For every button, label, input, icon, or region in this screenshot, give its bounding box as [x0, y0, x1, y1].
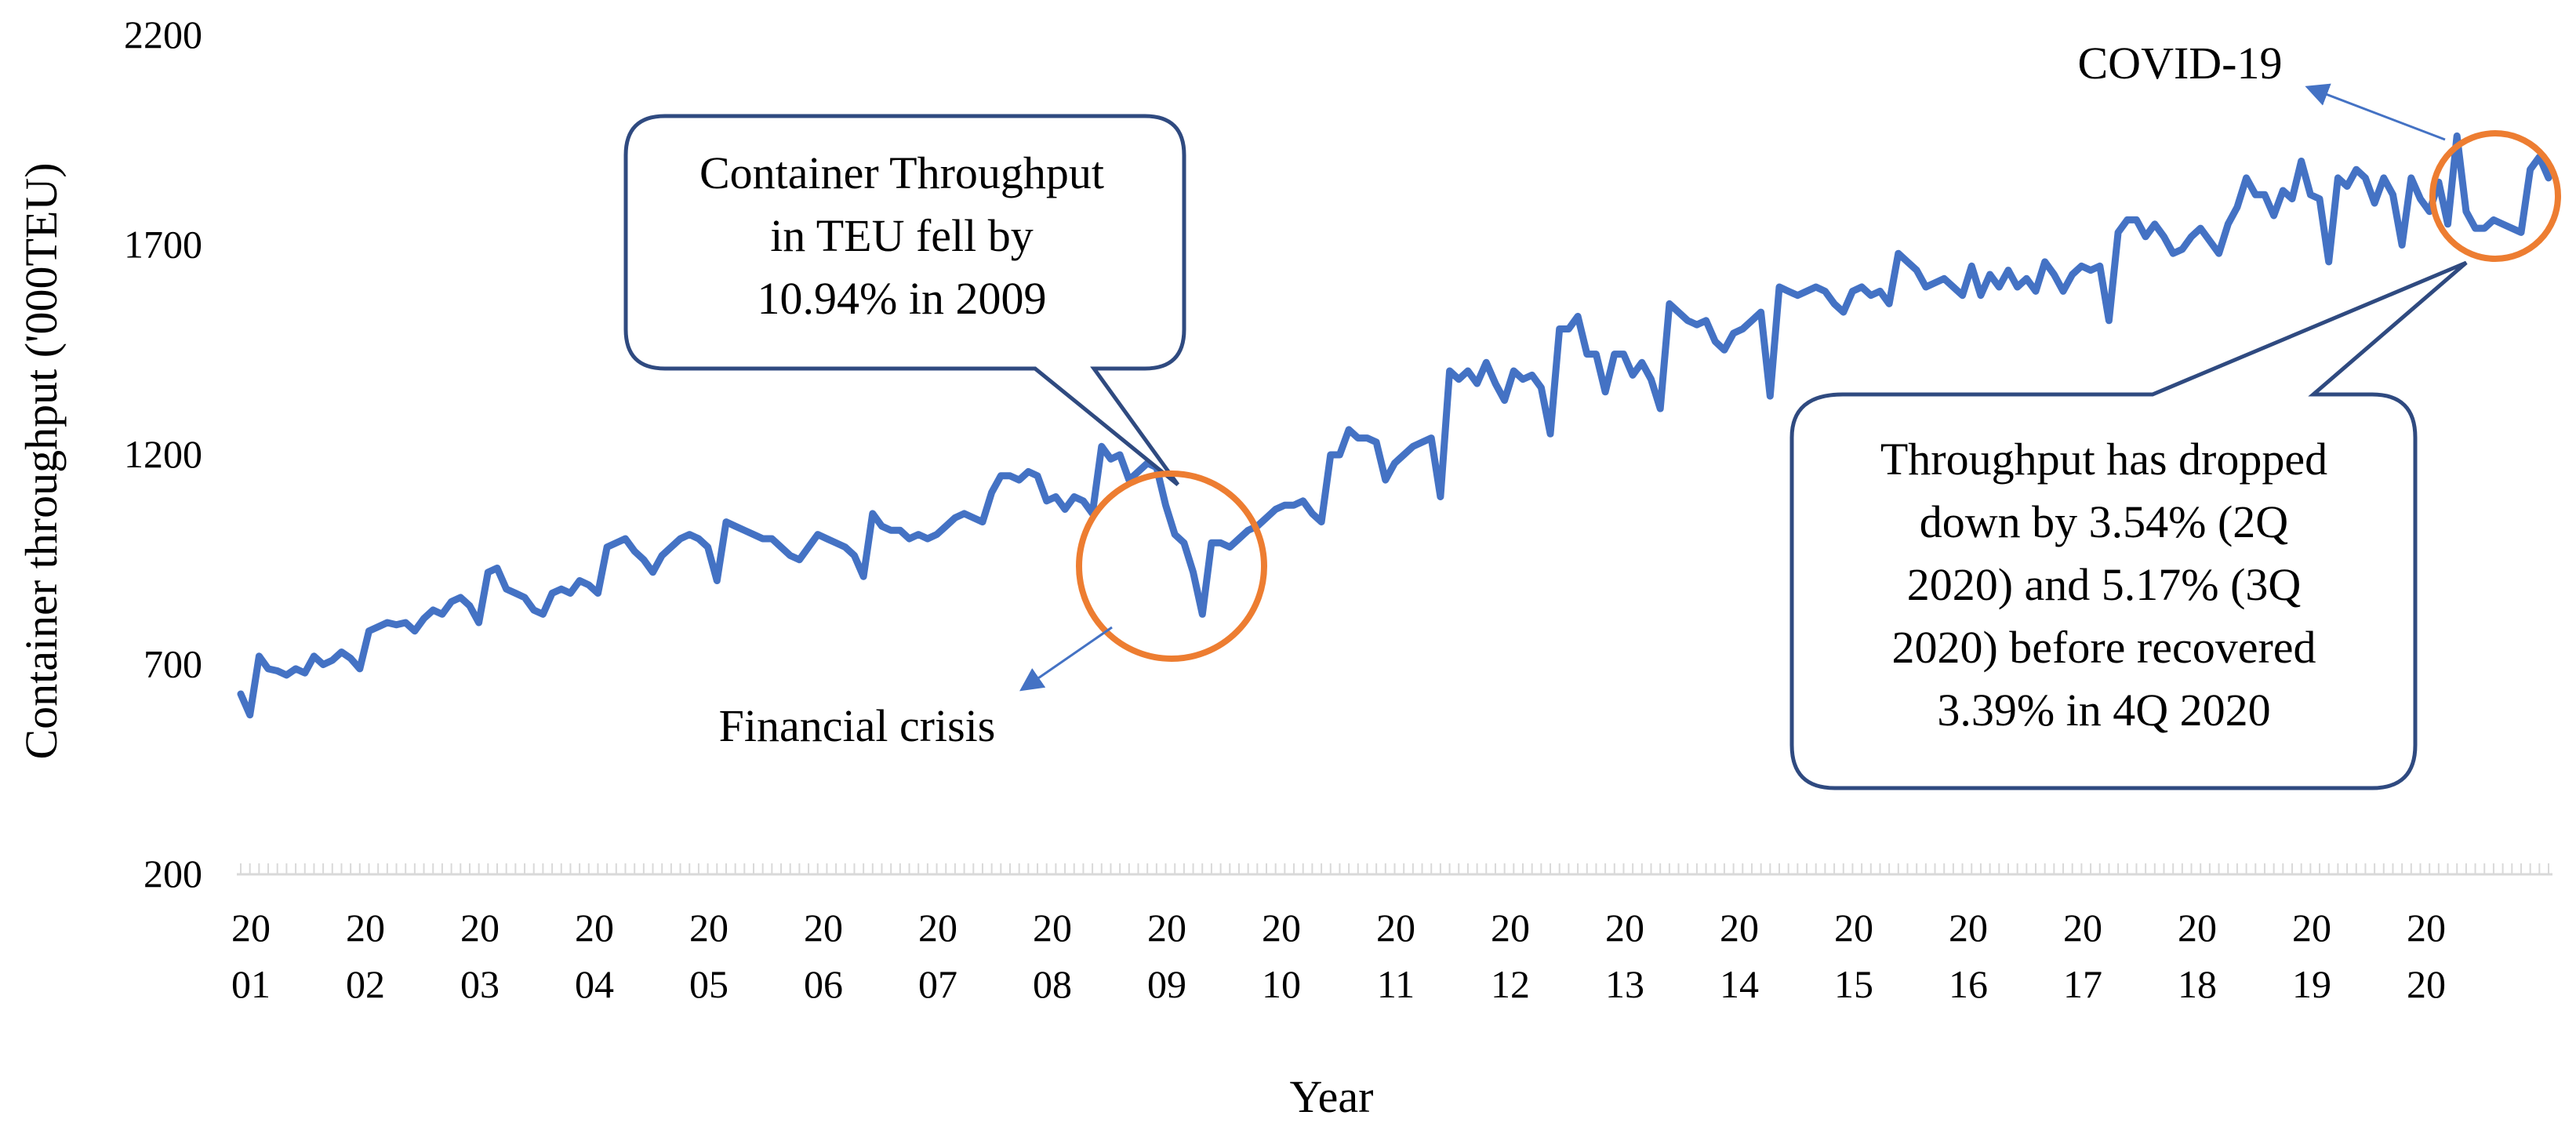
- x-tick-label: 16: [1949, 962, 1988, 1006]
- x-tick-label: 09: [1147, 962, 1186, 1006]
- x-tick-label: 10: [1262, 962, 1301, 1006]
- y-tick-label: 1700: [124, 223, 202, 267]
- x-tick-label: 07: [918, 962, 957, 1006]
- x-tick-label: 20: [1033, 906, 1072, 950]
- financial-crisis-callout-line-3: 10.94% in 2009: [758, 273, 1047, 324]
- x-tick-label: 20: [1491, 906, 1530, 950]
- y-tick-label: 200: [144, 852, 202, 896]
- x-tick-label: 20: [2407, 962, 2446, 1006]
- throughput-series-line: [237, 132, 2552, 719]
- covid-19-arrow: [2305, 83, 2446, 141]
- x-tick-label: 20: [1834, 906, 1873, 950]
- x-tick-label: 19: [2292, 962, 2331, 1006]
- x-tick-label: 20: [1949, 906, 1988, 950]
- covid-19-callout-line-3: 2020) and 5.17% (3Q: [1907, 559, 2302, 610]
- x-tick-label: 17: [2063, 962, 2102, 1006]
- x-tick-label: 15: [1834, 962, 1873, 1006]
- x-tick-label: 20: [1147, 906, 1186, 950]
- financial-crisis-callout-line-2: in TEU fell by: [770, 210, 1034, 261]
- y-tick-label: 1200: [124, 432, 202, 476]
- financial-crisis-label: Financial crisis: [719, 700, 996, 751]
- x-tick-label: 20: [689, 906, 728, 950]
- x-axis-title: Year: [1290, 1071, 1374, 1122]
- x-tick-label: 04: [575, 962, 614, 1006]
- financial-crisis-annotation: Container Throughput in TEU fell by 10.9…: [623, 114, 1267, 751]
- x-tick-label: 20: [1605, 906, 1644, 950]
- x-tick-label: 01: [231, 962, 271, 1006]
- covid-19-label: COVID-19: [2078, 38, 2283, 89]
- x-tick-label: 18: [2178, 962, 2217, 1006]
- x-tick-label: 20: [460, 906, 500, 950]
- x-tick-label: 20: [346, 906, 385, 950]
- series-layer: [237, 132, 2552, 719]
- x-tick-label: 02: [346, 962, 385, 1006]
- x-tick-label: 20: [2407, 906, 2446, 950]
- y-axis-ticks: 200 700 1200 1700 2200: [124, 13, 202, 896]
- x-tick-label: 20: [1720, 906, 1759, 950]
- x-tick-label: 20: [1376, 906, 1415, 950]
- x-tick-label: 12: [1491, 962, 1530, 1006]
- x-tick-label: 20: [918, 906, 957, 950]
- covid-19-callout-box: [1789, 260, 2468, 790]
- covid-19-callout-line-1: Throughput has dropped: [1880, 434, 2327, 485]
- x-tick-label: 20: [2292, 906, 2331, 950]
- y-tick-label: 700: [144, 642, 202, 686]
- x-tick-label: 06: [804, 962, 843, 1006]
- x-tick-label: 11: [1377, 962, 1415, 1006]
- y-tick-label: 2200: [124, 13, 202, 56]
- x-axis-ticks: 20 01 20 02 20 03 20 04 20 05 20 06 20 07 20 08 20 09 20 10…: [231, 906, 2446, 1006]
- financial-crisis-callout-box: [623, 114, 1186, 486]
- x-axis: [237, 863, 2552, 876]
- covid-19-callout-line-2: down by 3.54% (2Q: [1920, 496, 2288, 547]
- x-tick-label: 20: [804, 906, 843, 950]
- covid-19-annotation: Throughput has dropped down by 3.54% (2Q…: [1789, 38, 2561, 790]
- x-tick-label: 03: [460, 962, 500, 1006]
- financial-crisis-callout-line-1: Container Throughput: [699, 147, 1104, 198]
- covid-19-callout-line-5: 3.39% in 4Q 2020: [1937, 685, 2270, 736]
- x-tick-label: 20: [575, 906, 614, 950]
- x-tick-label: 08: [1033, 962, 1072, 1006]
- x-tick-label: 20: [2178, 906, 2217, 950]
- x-tick-label: 20: [2063, 906, 2102, 950]
- covid-19-callout-line-4: 2020) before recovered: [1891, 622, 2316, 673]
- x-tick-label: 14: [1720, 962, 1759, 1006]
- financial-crisis-arrow: [1019, 626, 1113, 692]
- covid-19-circle: [2429, 130, 2561, 262]
- y-axis-title: Container throughput ('000TEU): [16, 162, 67, 759]
- x-tick-label: 20: [231, 906, 271, 950]
- x-tick-label: 13: [1605, 962, 1644, 1006]
- financial-crisis-circle: [1076, 470, 1267, 662]
- x-tick-label: 05: [689, 962, 728, 1006]
- x-tick-label: 20: [1262, 906, 1301, 950]
